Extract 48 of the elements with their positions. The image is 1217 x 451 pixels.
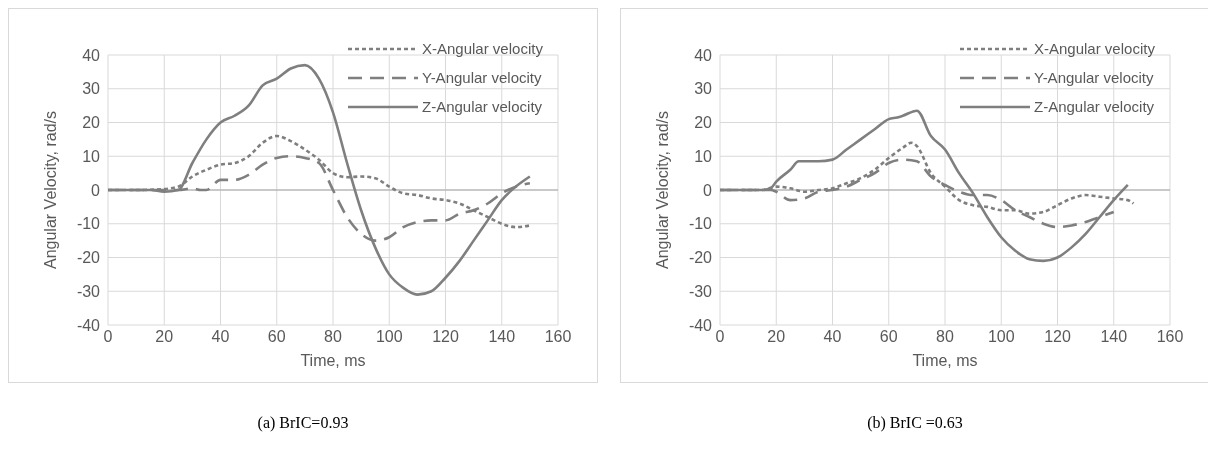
- x-tick-label: 140: [1100, 328, 1128, 346]
- x-tick-label: 20: [767, 328, 786, 346]
- x-tick-label: 100: [987, 328, 1015, 346]
- y-tick-label: 40: [82, 46, 101, 64]
- y-tick-label: -20: [688, 249, 713, 267]
- legend-label: X-Angular velocity: [1034, 40, 1156, 58]
- x-tick-label: 160: [544, 328, 572, 346]
- legend-label: Y-Angular velocity: [1034, 69, 1155, 87]
- x-tick-label: 80: [936, 328, 954, 346]
- text: (b) BrIC =0.63: [867, 414, 963, 432]
- y-tick-label: -20: [76, 249, 101, 267]
- y-tick-label: 0: [91, 181, 101, 199]
- y-tick-label: 0: [703, 181, 713, 199]
- x-tick-label: 20: [155, 328, 174, 346]
- y-axis-title: Angular Velocity, rad/s: [654, 110, 671, 270]
- x-tick-label: 0: [103, 328, 113, 346]
- y-tick-label: 40: [694, 46, 713, 64]
- x-tick-label: 40: [823, 328, 842, 346]
- y-tick-label: 30: [694, 80, 713, 98]
- x-tick-label: 140: [488, 328, 516, 346]
- x-tick-label: 120: [1044, 328, 1071, 346]
- y-tick-label: -40: [688, 316, 713, 334]
- y-tick-label: -30: [688, 282, 713, 300]
- y-tick-label: -40: [76, 316, 101, 334]
- x-tick-label: 60: [879, 328, 898, 346]
- x-tick-label: 40: [211, 328, 230, 346]
- legend-label: Y-Angular velocity: [422, 69, 543, 87]
- x-tick-label: 160: [1156, 328, 1184, 346]
- y-tick-label: 10: [694, 147, 713, 165]
- y-tick-label: 10: [82, 147, 101, 165]
- x-tick-label: 0: [715, 328, 725, 346]
- y-axis-title: Angular Velocity, rad/s: [42, 110, 59, 270]
- x-tick-label: 80: [324, 328, 342, 346]
- y-tick-label: 30: [82, 80, 101, 98]
- x-tick-label: 60: [267, 328, 286, 346]
- y-tick-label: -10: [76, 215, 101, 233]
- x-axis-title: Time, ms: [912, 352, 978, 370]
- legend-label: Z-Angular velocity: [1034, 98, 1155, 116]
- x-axis-title: Time, ms: [300, 352, 366, 370]
- y-tick-label: 20: [694, 114, 713, 132]
- x-tick-label: 120: [432, 328, 459, 346]
- legend-label: Z-Angular velocity: [422, 98, 543, 116]
- text: (a) BrIC=0.93: [257, 414, 349, 432]
- y-tick-label: -30: [76, 282, 101, 300]
- y-tick-label: 20: [82, 114, 101, 132]
- legend-label: X-Angular velocity: [422, 40, 544, 58]
- x-tick-label: 100: [375, 328, 403, 346]
- y-tick-label: -10: [688, 215, 713, 233]
